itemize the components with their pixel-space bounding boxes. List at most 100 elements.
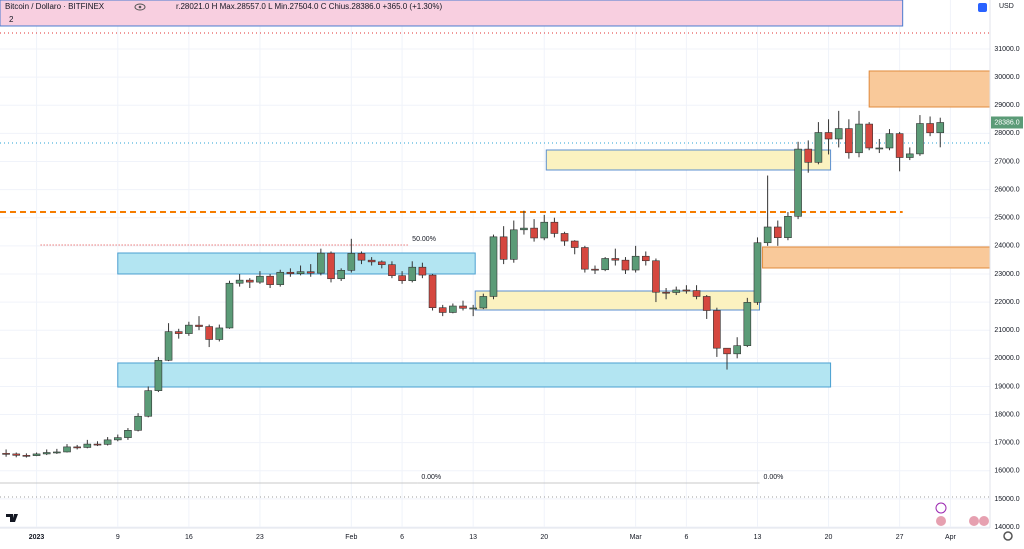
candle-body xyxy=(713,310,721,349)
x-tick-label: Feb xyxy=(345,534,357,541)
candle-body xyxy=(479,296,488,309)
candle xyxy=(621,257,630,274)
candle-body xyxy=(926,123,934,134)
candle-body xyxy=(459,305,467,309)
currency-button[interactable] xyxy=(978,3,987,12)
candle-body xyxy=(53,451,61,454)
price-axis xyxy=(990,0,1024,544)
y-tick-label: 27000.0 xyxy=(994,158,1019,165)
candle xyxy=(438,304,447,317)
y-tick-label: 21000.0 xyxy=(994,327,1019,334)
y-tick-label: 16000.0 xyxy=(994,468,1019,475)
y-tick-label: 22000.0 xyxy=(994,299,1019,306)
candle-body xyxy=(225,282,234,329)
candle xyxy=(205,324,213,348)
candle xyxy=(408,261,417,283)
candle xyxy=(936,117,945,148)
tv-logo xyxy=(6,514,18,522)
candle-body xyxy=(438,307,447,313)
candle-body xyxy=(73,446,81,449)
x-tick-label: 9 xyxy=(116,534,120,541)
flag-icon[interactable] xyxy=(979,516,989,526)
candle-body xyxy=(32,453,41,456)
candle xyxy=(327,251,335,283)
candle xyxy=(154,356,163,393)
level-label: 0.00% xyxy=(764,474,784,481)
candle-body xyxy=(753,242,762,303)
candle-body xyxy=(509,229,518,260)
candle xyxy=(73,444,81,450)
x-tick-label: 2023 xyxy=(29,534,45,541)
candle-body xyxy=(489,236,498,297)
candle xyxy=(459,300,467,311)
level-label: 50.00% xyxy=(412,236,436,243)
candle-body xyxy=(276,271,285,285)
candle-body xyxy=(672,289,681,293)
candle xyxy=(916,115,924,156)
x-tick-label: 20 xyxy=(825,534,833,541)
event-icon[interactable] xyxy=(935,502,947,514)
zone xyxy=(868,70,991,108)
candle-body xyxy=(469,307,477,310)
x-tick-label: 13 xyxy=(754,534,762,541)
candle-body xyxy=(42,452,51,455)
flag-icon[interactable] xyxy=(936,516,946,526)
zone xyxy=(0,0,904,27)
currency-label[interactable]: USD xyxy=(999,3,1014,10)
candle xyxy=(905,147,914,161)
candle xyxy=(773,220,782,246)
candle xyxy=(32,452,41,457)
candle xyxy=(743,297,752,348)
candle-body xyxy=(174,331,183,334)
indicator-count[interactable]: 2 xyxy=(9,15,14,24)
candle xyxy=(641,251,650,266)
x-tick-label: 23 xyxy=(256,534,264,541)
candle-body xyxy=(134,415,142,431)
flag-icon[interactable] xyxy=(969,516,979,526)
candle-body xyxy=(875,147,884,150)
candle xyxy=(42,449,51,456)
candle-body xyxy=(103,439,112,445)
candle xyxy=(834,110,843,148)
candle xyxy=(83,439,92,449)
y-tick-label: 14000.0 xyxy=(994,524,1019,531)
candle-body xyxy=(916,123,924,155)
candle-body xyxy=(195,324,203,327)
candle xyxy=(560,231,569,246)
candle xyxy=(733,337,741,359)
settings-button[interactable] xyxy=(1003,531,1013,541)
candle-body xyxy=(347,253,356,271)
candle xyxy=(591,265,599,274)
candle xyxy=(926,116,934,137)
candle-body xyxy=(286,271,295,274)
candle-body xyxy=(63,446,71,453)
last-price-label: 28386.0 xyxy=(994,119,1019,126)
candle xyxy=(195,316,203,331)
y-tick-label: 19000.0 xyxy=(994,383,1019,390)
candle-body xyxy=(266,275,274,285)
candle xyxy=(611,248,620,266)
candle xyxy=(692,285,701,300)
candle-body xyxy=(560,233,569,242)
candle xyxy=(845,119,853,159)
candle-body xyxy=(631,255,640,271)
y-tick-label: 23000.0 xyxy=(994,271,1019,278)
candle-body xyxy=(784,216,792,238)
candle-body xyxy=(540,221,549,239)
candle-body xyxy=(164,331,173,361)
eye-icon[interactable] xyxy=(134,3,146,11)
candle xyxy=(885,129,894,151)
candle xyxy=(12,452,21,458)
y-tick-label: 24000.0 xyxy=(994,243,1019,250)
candle xyxy=(276,269,285,287)
candle xyxy=(550,217,559,238)
candle-body xyxy=(83,443,92,448)
candle-body xyxy=(814,132,823,163)
candle xyxy=(702,295,711,319)
zone xyxy=(474,290,761,311)
candle-body xyxy=(367,259,376,263)
candle-body xyxy=(235,279,244,284)
candle-body xyxy=(12,453,21,456)
symbol-title: Bitcoin / Dollaro · BITFINEX xyxy=(5,2,105,11)
